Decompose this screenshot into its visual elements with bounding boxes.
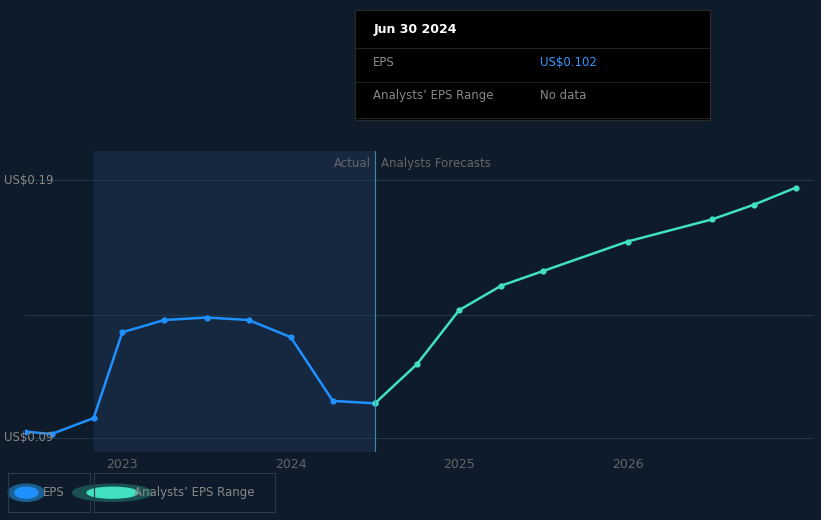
Text: US$0.19: US$0.19 <box>4 174 53 187</box>
Bar <box>94 151 375 452</box>
Text: Actual: Actual <box>334 157 371 170</box>
Text: Analysts’ EPS Range: Analysts’ EPS Range <box>134 486 255 499</box>
Text: EPS: EPS <box>43 486 64 499</box>
Circle shape <box>8 484 44 501</box>
Circle shape <box>73 484 152 501</box>
Text: EPS: EPS <box>374 56 395 69</box>
Text: Analysts’ EPS Range: Analysts’ EPS Range <box>374 89 493 102</box>
Text: US$0.09: US$0.09 <box>4 431 53 444</box>
Text: Jun 30 2024: Jun 30 2024 <box>374 23 456 36</box>
Text: US$0.102: US$0.102 <box>540 56 597 69</box>
Circle shape <box>15 487 38 498</box>
Circle shape <box>87 487 138 498</box>
Text: No data: No data <box>540 89 586 102</box>
Text: Analysts Forecasts: Analysts Forecasts <box>381 157 491 170</box>
